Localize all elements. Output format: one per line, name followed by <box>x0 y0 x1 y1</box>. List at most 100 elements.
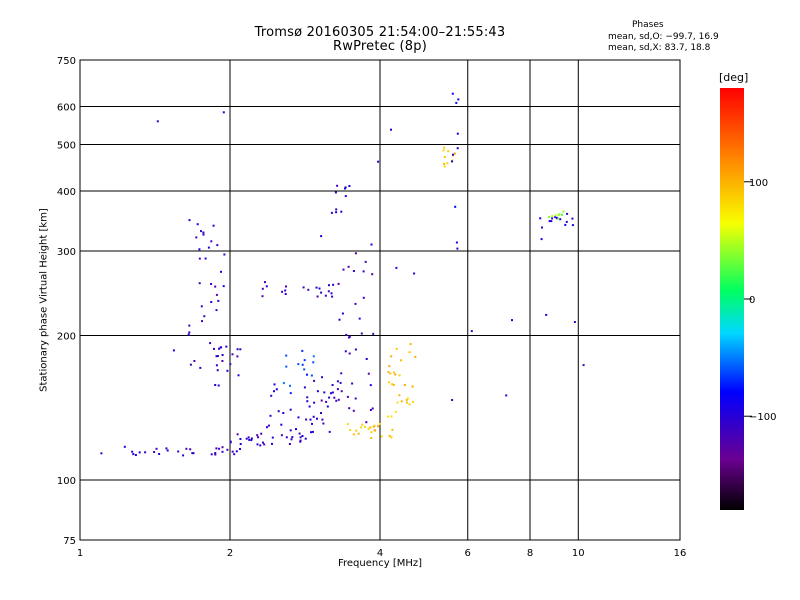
data-point <box>451 399 454 401</box>
data-point <box>390 128 392 131</box>
data-point <box>199 366 202 369</box>
data-point <box>307 288 310 291</box>
data-point <box>198 248 201 251</box>
data-point <box>182 454 185 457</box>
data-point <box>219 346 222 349</box>
data-point <box>455 101 458 104</box>
data-point <box>318 287 321 290</box>
data-point <box>370 243 373 246</box>
data-point <box>394 410 397 413</box>
data-point <box>166 449 169 452</box>
data-point <box>265 285 268 288</box>
data-point <box>453 152 456 155</box>
data-point <box>295 428 297 431</box>
data-point <box>344 186 347 189</box>
data-point <box>340 372 343 375</box>
data-point <box>261 287 264 290</box>
data-point <box>443 146 446 149</box>
data-point <box>256 443 259 446</box>
data-point <box>352 433 355 436</box>
data-point <box>358 317 361 320</box>
data-point <box>203 315 206 318</box>
data-point <box>172 349 175 352</box>
data-point <box>289 429 292 432</box>
data-point <box>412 400 414 403</box>
data-point <box>335 211 338 214</box>
data-point <box>285 354 288 357</box>
data-point <box>406 401 409 404</box>
data-point <box>304 437 307 440</box>
data-point <box>367 427 370 430</box>
data-point <box>442 149 445 152</box>
data-point <box>447 150 450 153</box>
x-tick-labels: 1 2 4 6 8 10 16 <box>77 548 687 559</box>
data-point <box>333 396 336 399</box>
data-point <box>367 372 370 375</box>
data-point <box>280 434 283 437</box>
data-point <box>309 418 312 421</box>
x-tick-label: 1 <box>77 548 83 559</box>
data-point <box>200 230 202 233</box>
data-point <box>239 438 242 440</box>
data-point <box>217 299 220 302</box>
data-point <box>288 443 291 445</box>
data-point <box>392 384 395 386</box>
data-point <box>348 352 351 355</box>
data-point <box>342 268 345 271</box>
data-point <box>388 434 391 437</box>
data-point <box>330 292 333 295</box>
data-point <box>214 452 217 455</box>
data-point <box>554 216 557 219</box>
data-point <box>273 383 276 386</box>
data-point <box>177 450 180 453</box>
data-point <box>282 382 285 385</box>
data-point <box>297 363 300 366</box>
data-point <box>411 385 414 388</box>
data-point <box>201 320 203 323</box>
data-point <box>259 444 262 447</box>
data-point <box>336 184 339 187</box>
data-point <box>328 284 330 287</box>
data-point <box>389 372 392 375</box>
data-point <box>354 252 357 255</box>
data-point <box>213 347 215 350</box>
data-point <box>344 195 347 198</box>
data-point <box>573 321 576 323</box>
data-point <box>198 257 201 260</box>
data-point <box>452 153 454 156</box>
data-point <box>337 398 340 401</box>
data-point <box>326 405 329 408</box>
data-point <box>413 272 416 275</box>
data-point <box>271 436 274 439</box>
data-point <box>210 283 213 285</box>
data-point <box>338 318 341 321</box>
data-point <box>256 434 259 437</box>
phases-heading: Phases <box>632 20 664 30</box>
data-point <box>313 401 316 404</box>
data-point <box>320 399 323 402</box>
data-point <box>187 333 190 336</box>
data-point <box>340 390 343 393</box>
colorbar-tick-label: 100 <box>749 178 768 189</box>
data-point <box>320 412 322 414</box>
data-point <box>337 282 340 285</box>
data-point <box>289 392 292 395</box>
data-point <box>561 213 563 216</box>
data-point <box>285 436 288 439</box>
data-point <box>200 305 203 308</box>
data-point <box>380 435 383 438</box>
data-point <box>282 412 285 414</box>
data-point <box>260 432 263 435</box>
data-point <box>285 365 288 368</box>
data-point <box>559 218 562 221</box>
data-point <box>223 253 226 256</box>
data-point <box>562 210 565 213</box>
data-point <box>316 390 319 393</box>
data-point <box>398 394 401 397</box>
data-point <box>257 436 260 439</box>
data-point <box>446 162 449 165</box>
data-point <box>303 368 306 371</box>
data-point <box>320 235 323 238</box>
data-point <box>245 437 248 440</box>
data-point <box>188 331 191 334</box>
